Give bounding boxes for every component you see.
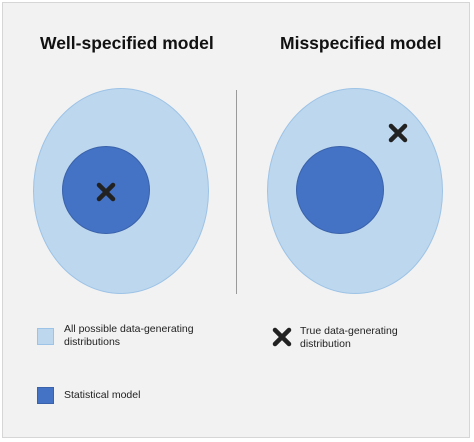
panel-divider xyxy=(236,90,237,294)
well-specified-title: Well-specified model xyxy=(40,33,214,53)
legend-outer-label: All possible data-generating distributio… xyxy=(64,323,194,349)
right-true-distribution-icon xyxy=(388,123,408,143)
legend-marker-label-line1: True data-generating xyxy=(300,325,398,337)
legend-true-distribution-icon xyxy=(272,327,292,347)
legend-outer-label-line1: All possible data-generating xyxy=(64,323,194,335)
legend-outer-swatch xyxy=(37,328,54,345)
misspecified-title: Misspecified model xyxy=(280,33,442,53)
legend-marker-label: True data-generating distribution xyxy=(300,325,398,351)
left-true-distribution-icon xyxy=(96,182,116,202)
legend-inner-swatch xyxy=(37,387,54,404)
legend-inner-label: Statistical model xyxy=(64,389,141,401)
right-model-circle xyxy=(296,146,384,234)
legend-outer-label-line2: distributions xyxy=(64,336,121,348)
legend-marker-label-line2: distribution xyxy=(300,338,351,350)
